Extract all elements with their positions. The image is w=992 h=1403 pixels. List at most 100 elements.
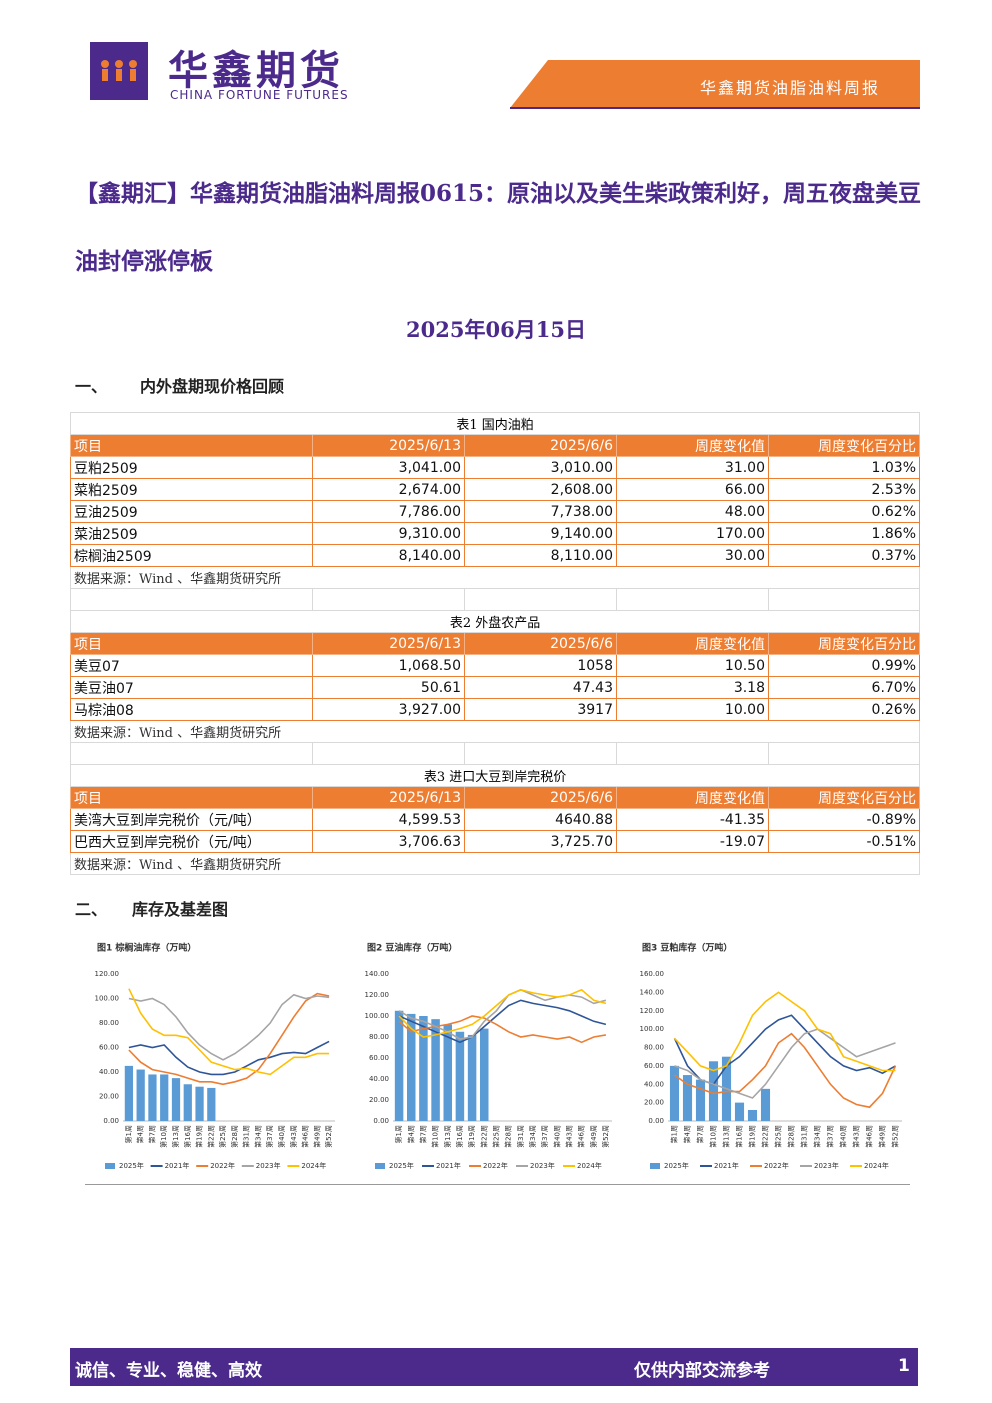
x-tick-label: 第46周 (301, 1125, 310, 1148)
legend-swatch (650, 1163, 660, 1169)
data-row: 美湾大豆到岸完税价（元/吨） 4,599.53 4640.88 -41.35 -0.89… (70, 808, 921, 831)
empty-cell (312, 588, 465, 611)
x-tick-label: 第49周 (589, 1125, 598, 1148)
line (398, 1015, 607, 1044)
header-cell: 2025/6/6 (464, 434, 617, 457)
empty-cell (767, 588, 921, 611)
x-tick-label: 第28周 (787, 1125, 796, 1148)
bar (467, 1034, 477, 1121)
line (398, 988, 607, 1038)
bar (431, 1019, 440, 1121)
legend-label: 2023年 (530, 1161, 555, 1170)
x-tick-label: 第13周 (443, 1125, 452, 1148)
bar (419, 1016, 428, 1121)
cell: 0.62% (767, 500, 921, 523)
source-row: 数据来源：Wind 、华鑫期货研究所 (69, 566, 921, 589)
header-cell: 2025/6/13 (312, 786, 465, 809)
cell: 美湾大豆到岸完税价（元/吨） (70, 808, 313, 831)
x-tick-label: 第31周 (242, 1125, 251, 1148)
bar (734, 1102, 745, 1121)
legend-label: 2022年 (483, 1161, 508, 1170)
spacer-row (70, 742, 921, 765)
cell: 66.00 (616, 478, 769, 501)
header-row: 项目 2025/6/13 2025/6/6 周度变化值 周度变化百分比 (70, 434, 921, 457)
header-cell: 周度变化百分比 (767, 434, 921, 457)
cell: 1,068.50 (312, 654, 465, 677)
y-tick-label: 0.00 (373, 1117, 389, 1125)
line (673, 1014, 896, 1086)
x-tick-label: 第37周 (265, 1125, 274, 1148)
x-tick-label: 第34周 (253, 1125, 262, 1148)
data-row: 菜油2509 9,310.00 9,140.00 170.00 1.86% (70, 522, 921, 545)
x-tick-label: 第28周 (504, 1125, 513, 1148)
chart-title: 图2 豆油库存（万吨） (367, 942, 457, 954)
y-tick-label: 120.00 (640, 1007, 665, 1015)
cell: 1.03% (767, 456, 921, 479)
cell: 10.50 (616, 654, 769, 677)
cell: 0.37% (767, 544, 921, 567)
cell: 2.53% (767, 478, 921, 501)
legend-label: 2025年 (664, 1161, 689, 1170)
x-tick-label: 第25周 (218, 1125, 227, 1148)
x-tick-label: 第46周 (865, 1125, 874, 1148)
caption-row: 表1 国内油粕 (69, 412, 921, 435)
cell: 巴西大豆到岸完税价（元/吨） (70, 830, 313, 853)
chart-title: 图3 豆粕库存（万吨） (642, 942, 732, 954)
x-tick-label: 第19周 (195, 1125, 204, 1148)
x-tick-label: 第25周 (491, 1125, 500, 1148)
header-cell: 周度变化值 (616, 434, 769, 457)
legend-label: 2021年 (714, 1161, 739, 1170)
cell: 美豆07 (70, 654, 313, 677)
cell: 菜油2509 (70, 522, 313, 545)
data-row: 马棕油08 3,927.00 3917 10.00 0.26% (70, 698, 921, 721)
header-cell: 2025/6/6 (464, 632, 617, 655)
report-name: 华鑫期货油脂油料周报 (700, 79, 880, 98)
y-tick-label: 40.00 (99, 1068, 119, 1076)
legend-label: 2022年 (764, 1161, 789, 1170)
x-tick-label: 第31周 (516, 1125, 525, 1148)
x-tick-label: 第19周 (748, 1125, 757, 1148)
line (398, 999, 607, 1044)
cell: 10.00 (616, 698, 769, 721)
x-tick-label: 第46周 (577, 1125, 586, 1148)
header-cell: 周度变化值 (616, 786, 769, 809)
x-tick-label: 第16周 (455, 1125, 464, 1148)
cell: -0.51% (767, 830, 921, 853)
table-caption: 表1 国内油粕 (69, 412, 921, 435)
legend-swatch (105, 1163, 115, 1169)
bar (136, 1069, 145, 1121)
data-row: 棕榈油2509 8,140.00 8,110.00 30.00 0.37% (70, 544, 921, 567)
x-tick-label: 第1周 (124, 1125, 133, 1143)
cell: 47.43 (464, 676, 617, 699)
y-tick-label: 100.00 (95, 995, 120, 1003)
empty-cell (464, 588, 617, 611)
y-tick-label: 40.00 (644, 1080, 664, 1088)
x-tick-label: 第43周 (564, 1125, 573, 1148)
bar (760, 1088, 771, 1121)
x-tick-label: 第10周 (159, 1125, 168, 1148)
y-tick-label: 140.00 (640, 988, 665, 996)
table-caption: 表2 外盘农产品 (69, 610, 921, 633)
x-tick-label: 第16周 (183, 1125, 192, 1148)
cell: 0.26% (767, 698, 921, 721)
x-tick-label: 第4周 (136, 1125, 145, 1143)
x-tick-label: 第19周 (467, 1125, 476, 1148)
table-source: 数据来源：Wind 、华鑫期货研究所 (69, 566, 921, 589)
header-banner: 华鑫期货油脂油料周报 (510, 60, 920, 109)
chart-divider (85, 1184, 910, 1185)
y-tick-label: 120.00 (95, 970, 120, 978)
data-row: 豆粕2509 3,041.00 3,010.00 31.00 1.03% (70, 456, 921, 479)
empty-cell (616, 588, 769, 611)
x-tick-label: 第52周 (324, 1125, 333, 1148)
empty-cell (616, 742, 769, 765)
data-row: 美豆07 1,068.50 1058 10.50 0.99% (70, 654, 921, 677)
x-tick-label: 第40周 (839, 1125, 848, 1148)
y-tick-label: 100.00 (365, 1012, 390, 1020)
y-tick-label: 160.00 (640, 970, 665, 978)
cell: 3917 (464, 698, 617, 721)
header-cell: 周度变化值 (616, 632, 769, 655)
y-tick-label: 80.00 (369, 1033, 389, 1041)
y-tick-label: 60.00 (644, 1062, 664, 1070)
cell: 30.00 (616, 544, 769, 567)
